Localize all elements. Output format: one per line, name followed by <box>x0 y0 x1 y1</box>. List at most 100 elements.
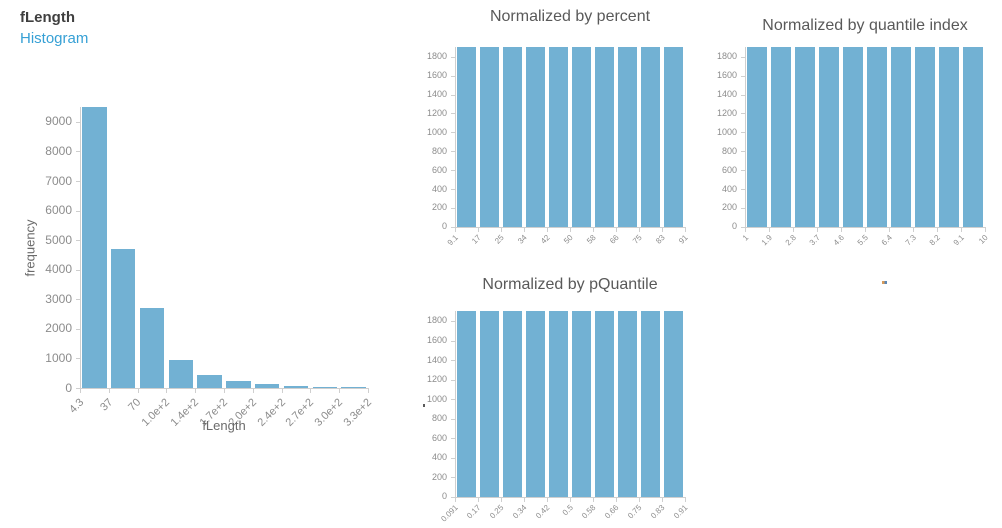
x-tick <box>865 228 866 232</box>
y-tick-label: 1400 <box>426 88 447 99</box>
chart-title: Normalized by quantile index <box>762 17 968 34</box>
x-axis-line <box>80 388 369 389</box>
artifact-dot <box>882 281 887 284</box>
chart-title: Normalized by pQuantile <box>482 276 658 293</box>
x-tick <box>985 228 986 232</box>
y-tick <box>741 56 745 58</box>
x-tick <box>570 228 571 232</box>
y-tick <box>451 94 455 96</box>
x-axis-line <box>455 497 686 498</box>
y-axis-line <box>455 311 456 497</box>
y-tick <box>76 151 80 153</box>
y-tick-label: 0 <box>441 491 447 502</box>
bar[interactable] <box>594 311 615 497</box>
bar[interactable] <box>479 311 500 497</box>
bar[interactable] <box>341 387 366 388</box>
y-tick <box>451 189 455 191</box>
bar[interactable] <box>890 47 912 227</box>
y-tick-label: 1000 <box>45 350 72 365</box>
x-tick <box>793 228 794 232</box>
bar[interactable] <box>640 47 661 227</box>
y-tick-label: 9000 <box>45 114 72 129</box>
bar[interactable] <box>770 47 792 227</box>
y-tick <box>451 56 455 58</box>
y-tick-label: 200 <box>431 471 447 482</box>
bar[interactable] <box>479 47 500 227</box>
bar[interactable] <box>571 311 592 497</box>
bar[interactable] <box>525 47 546 227</box>
y-tick <box>451 379 455 381</box>
y-tick-label: 800 <box>431 145 447 156</box>
bar[interactable] <box>197 374 222 388</box>
x-tick-label: 91 <box>677 233 690 246</box>
y-tick-label: 1600 <box>716 70 737 80</box>
bar[interactable] <box>594 47 615 227</box>
bar[interactable] <box>746 47 768 227</box>
bar[interactable] <box>312 387 338 388</box>
y-tick <box>741 113 745 115</box>
bar[interactable] <box>502 311 523 497</box>
x-tick <box>368 389 369 393</box>
bar[interactable] <box>663 311 684 497</box>
bar[interactable] <box>110 248 136 388</box>
bar[interactable] <box>82 107 107 388</box>
x-axis-label: fLength <box>202 418 246 433</box>
x-tick <box>339 389 341 393</box>
x-tick <box>166 389 168 393</box>
bar[interactable] <box>168 359 194 388</box>
bar[interactable] <box>617 311 638 497</box>
x-tick <box>195 389 197 393</box>
x-tick <box>685 498 686 502</box>
bar[interactable] <box>663 47 684 227</box>
x-tick <box>281 389 283 393</box>
y-tick <box>76 180 80 182</box>
bar[interactable] <box>640 311 661 497</box>
bar[interactable] <box>866 47 888 227</box>
x-tick <box>570 498 571 502</box>
bar[interactable] <box>139 308 165 388</box>
bar[interactable] <box>962 47 984 227</box>
x-tick <box>478 498 479 502</box>
bar[interactable] <box>842 47 864 227</box>
page-title: fLength <box>20 9 75 26</box>
bar[interactable] <box>617 47 638 227</box>
histogram-link[interactable]: Histogram <box>20 30 89 47</box>
y-tick-label: 0 <box>441 221 447 232</box>
x-tick-label: 3.3e+2 <box>341 396 375 429</box>
y-tick <box>451 170 455 172</box>
bar[interactable] <box>226 380 251 388</box>
y-tick <box>451 497 455 498</box>
x-tick <box>224 389 225 393</box>
x-tick <box>769 228 770 232</box>
bar[interactable] <box>914 47 936 227</box>
bar[interactable] <box>456 311 477 497</box>
bar[interactable] <box>818 47 840 227</box>
y-tick-label: 1200 <box>716 107 737 118</box>
bar[interactable] <box>456 47 477 227</box>
bar[interactable] <box>502 47 523 227</box>
bar[interactable] <box>283 386 309 388</box>
y-tick-label: 1800 <box>716 51 737 62</box>
bar[interactable] <box>548 47 569 227</box>
x-tick <box>889 228 890 232</box>
bar[interactable] <box>571 47 592 227</box>
x-tick <box>80 389 81 393</box>
x-axis-line <box>455 227 686 228</box>
x-tick-label: 0.91 <box>672 503 690 521</box>
x-tick <box>616 228 617 232</box>
bar[interactable] <box>548 311 569 497</box>
y-tick <box>451 227 455 228</box>
bar[interactable] <box>254 383 280 388</box>
bar[interactable] <box>794 47 816 227</box>
bar[interactable] <box>525 311 546 497</box>
x-tick <box>639 228 640 232</box>
x-tick <box>841 228 842 232</box>
y-tick-label: 800 <box>431 413 447 424</box>
bar[interactable] <box>938 47 960 227</box>
y-tick <box>76 210 80 212</box>
y-tick-label: 600 <box>431 432 447 443</box>
y-tick-label: 1600 <box>426 70 447 80</box>
y-tick <box>741 94 745 96</box>
